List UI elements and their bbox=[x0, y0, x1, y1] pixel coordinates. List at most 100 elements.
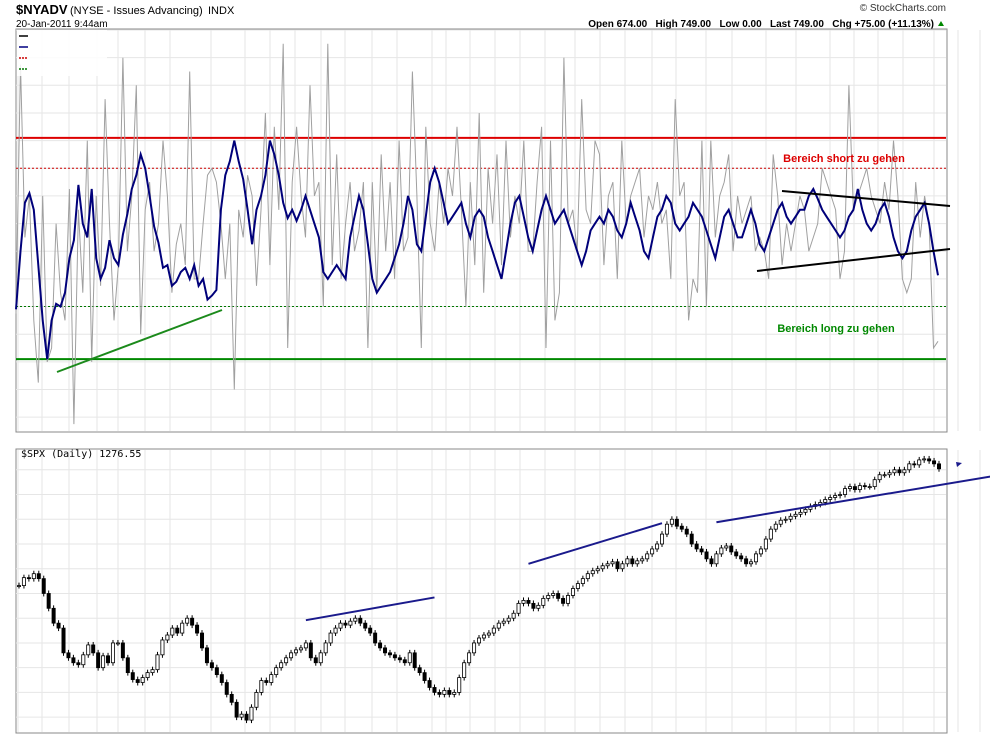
spx-candle-up bbox=[778, 519, 783, 525]
spx-candle-up bbox=[254, 692, 259, 708]
spx-candle-up bbox=[763, 538, 768, 550]
spx-candle-down bbox=[704, 551, 709, 560]
spx-candle-down bbox=[417, 667, 422, 674]
spx-candle-up bbox=[279, 662, 284, 669]
nyadv-legend bbox=[17, 30, 107, 76]
spx-candle-down bbox=[71, 657, 76, 664]
spx-candle-up bbox=[259, 680, 264, 693]
spx-candle-down bbox=[61, 627, 66, 654]
spx-candle-down bbox=[175, 627, 180, 634]
spx-candle-up bbox=[714, 553, 719, 565]
spx-candle-up bbox=[798, 511, 803, 515]
spx-candle-down bbox=[684, 528, 689, 535]
spx-candle-down bbox=[244, 713, 249, 721]
spx-candle-down bbox=[229, 694, 234, 703]
spx-candle-up bbox=[541, 598, 546, 606]
nyadv-panel: Bereich short zu gehen Bereich long zu g… bbox=[15, 28, 981, 433]
spx-candle-up bbox=[882, 474, 887, 477]
spx-candle-up bbox=[338, 622, 343, 629]
spx-candle-down bbox=[56, 622, 61, 629]
spx-candle-down bbox=[427, 680, 432, 688]
spx-candle-down bbox=[674, 518, 679, 527]
up-arrow-icon bbox=[938, 21, 944, 26]
spx-plot-area bbox=[15, 448, 948, 734]
spx-candle-down bbox=[264, 680, 269, 683]
spx-candle-down bbox=[630, 558, 635, 565]
spx-candle-up bbox=[328, 632, 333, 644]
spx-trendline bbox=[716, 475, 990, 524]
spx-candle-up bbox=[511, 612, 516, 619]
spx-candle-down bbox=[130, 672, 135, 680]
spx-candle-down bbox=[308, 642, 313, 659]
spx-candle-up bbox=[110, 642, 115, 664]
spx-candle-down bbox=[412, 652, 417, 669]
spx-candle-up bbox=[724, 545, 729, 549]
spx-candle-up bbox=[472, 642, 477, 654]
spx-candle-down bbox=[234, 701, 239, 718]
spx-candle-up bbox=[753, 553, 758, 563]
copyright-link[interactable]: © StockCharts.com bbox=[860, 3, 946, 14]
legend-backdrop bbox=[17, 30, 107, 76]
spx-candle-down bbox=[932, 460, 937, 465]
long-zone-label: Bereich long zu gehen bbox=[777, 323, 895, 335]
spx-candle-down bbox=[91, 644, 96, 654]
spx-candle-up bbox=[31, 573, 36, 580]
spx-candle-up bbox=[145, 672, 150, 678]
spx-candle-up bbox=[595, 568, 600, 572]
spx-candle-up bbox=[536, 604, 541, 609]
spx-candle-up bbox=[635, 560, 640, 565]
spx-candle-up bbox=[452, 692, 457, 695]
spx-candle-down bbox=[561, 598, 566, 604]
spx-candle-up bbox=[318, 652, 323, 664]
spx-candle-up bbox=[457, 677, 462, 693]
spx-candle-down bbox=[432, 687, 437, 693]
spx-candle-up bbox=[922, 458, 927, 461]
spx-candle-up bbox=[605, 563, 610, 567]
spx-candle-down bbox=[852, 486, 857, 490]
spx-candle-up bbox=[160, 639, 165, 656]
spx-candle-down bbox=[200, 632, 205, 649]
spx-candle-up bbox=[239, 713, 244, 718]
spx-candle-down bbox=[694, 543, 699, 550]
spx-candle-up bbox=[575, 583, 580, 589]
spx-candle-up bbox=[719, 547, 724, 555]
spx-candle-up bbox=[902, 469, 907, 474]
spx-candle-down bbox=[214, 667, 219, 676]
spx-candle-up bbox=[758, 548, 763, 555]
spx-candle-down bbox=[699, 548, 704, 553]
spx-candle-up bbox=[610, 561, 615, 565]
spx-candle-up bbox=[570, 588, 575, 596]
spx-candle-down bbox=[343, 622, 348, 626]
spx-candle-up bbox=[655, 543, 660, 550]
spx-candle-down bbox=[313, 657, 318, 664]
nyadv-trendlines bbox=[56, 190, 951, 373]
spx-candle-up bbox=[298, 647, 303, 651]
spx-candle-down bbox=[190, 617, 195, 626]
spx-candle-down bbox=[729, 545, 734, 553]
spx-candle-up bbox=[620, 563, 625, 570]
nyadv-ma5-line bbox=[15, 140, 939, 360]
spx-candle-down bbox=[125, 657, 130, 674]
spx-candle-up bbox=[783, 518, 788, 521]
spx-candle-up bbox=[877, 474, 882, 481]
spx-candle-down bbox=[96, 652, 101, 669]
spx-candle-down bbox=[526, 600, 531, 604]
spx-candle-up bbox=[788, 515, 793, 520]
spx-candle-down bbox=[106, 655, 111, 664]
spx-candle-down bbox=[402, 659, 407, 664]
spx-candle-up bbox=[353, 617, 358, 622]
spx-candle-up bbox=[491, 627, 496, 634]
spx-candle-down bbox=[46, 593, 51, 609]
spx-candle-up bbox=[180, 622, 185, 634]
spx-candle-up bbox=[21, 577, 26, 586]
short-zone-label: Bereich short zu gehen bbox=[783, 153, 905, 165]
spx-legend: $SPX (Daily) 1276.55 bbox=[21, 449, 141, 460]
spx-candle-up bbox=[274, 667, 279, 676]
spx-candle-down bbox=[556, 593, 561, 599]
spx-candle-up bbox=[640, 558, 645, 562]
spx-candle-up bbox=[847, 486, 852, 489]
spx-candle-down bbox=[373, 632, 378, 644]
spx-candle-up bbox=[501, 620, 506, 624]
spx-candle-down bbox=[378, 642, 383, 649]
spx-candle-down bbox=[927, 458, 932, 462]
